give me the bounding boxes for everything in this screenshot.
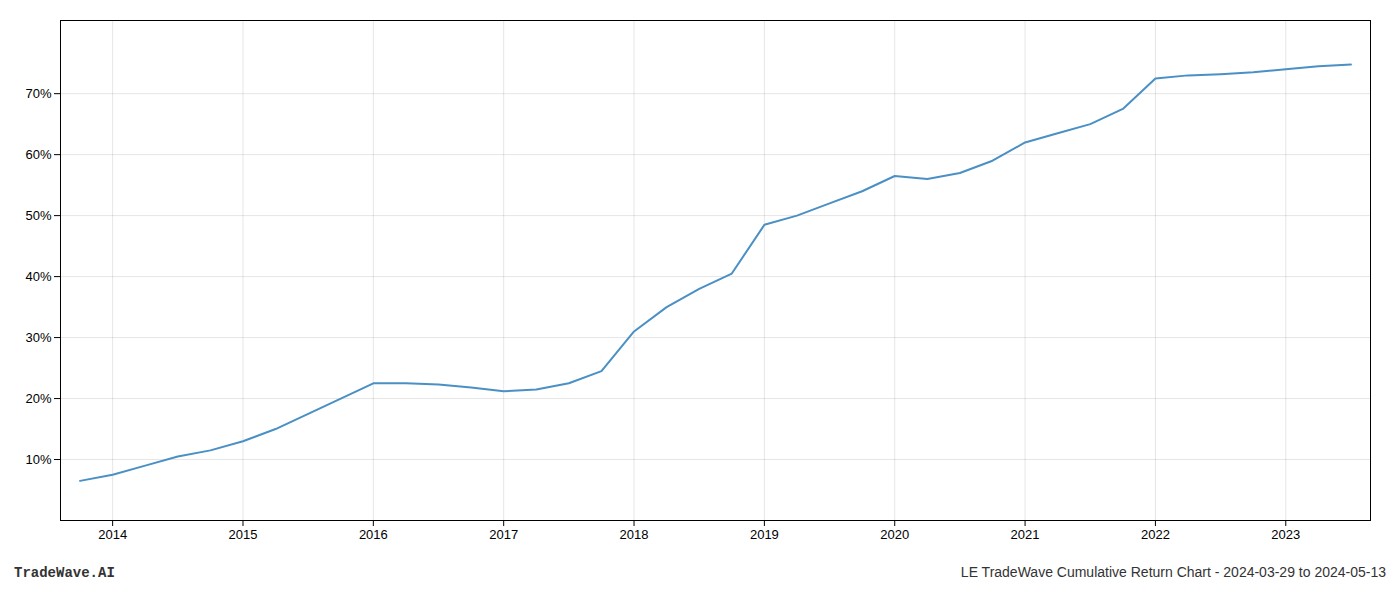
svg-text:2015: 2015 bbox=[229, 527, 258, 542]
svg-text:2014: 2014 bbox=[98, 527, 127, 542]
svg-text:2019: 2019 bbox=[750, 527, 779, 542]
svg-text:2022: 2022 bbox=[1141, 527, 1170, 542]
svg-text:40%: 40% bbox=[25, 269, 51, 284]
svg-text:50%: 50% bbox=[25, 208, 51, 223]
svg-text:2016: 2016 bbox=[359, 527, 388, 542]
svg-text:20%: 20% bbox=[25, 391, 51, 406]
svg-text:2017: 2017 bbox=[489, 527, 518, 542]
svg-text:60%: 60% bbox=[25, 147, 51, 162]
svg-text:2023: 2023 bbox=[1271, 527, 1300, 542]
svg-text:2018: 2018 bbox=[620, 527, 649, 542]
html-text:TradeWave.AI: TradeWave.AI bbox=[14, 565, 115, 581]
svg-text:70%: 70% bbox=[25, 86, 51, 101]
svg-text:30%: 30% bbox=[25, 330, 51, 345]
svg-text:2020: 2020 bbox=[880, 527, 909, 542]
html-text:LE TradeWave Cumulative Return: LE TradeWave Cumulative Return Chart - 2… bbox=[960, 564, 1386, 580]
svg-text:2021: 2021 bbox=[1011, 527, 1040, 542]
svg-text:10%: 10% bbox=[25, 452, 51, 467]
